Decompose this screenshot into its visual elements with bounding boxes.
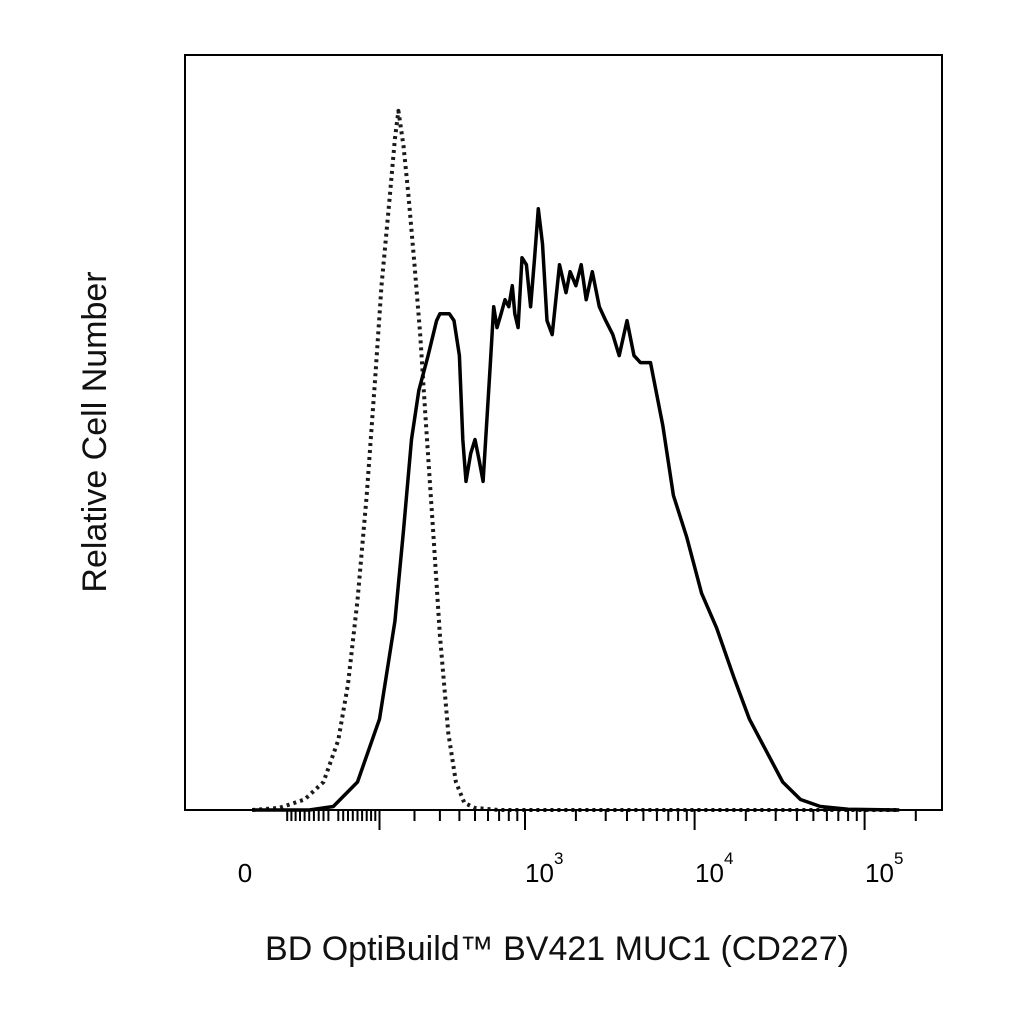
x-tick-label-10000: 10 4 (695, 849, 733, 888)
x-tick-label-1000: 10 3 (525, 849, 563, 888)
svg-text:10: 10 (525, 858, 554, 888)
svg-text:4: 4 (724, 849, 733, 868)
svg-text:3: 3 (554, 849, 563, 868)
x-tick-label-0: 0 (238, 858, 252, 888)
svg-text:10: 10 (695, 858, 724, 888)
svg-text:5: 5 (894, 849, 903, 868)
svg-text:10: 10 (865, 858, 894, 888)
plot-frame (184, 54, 943, 811)
x-axis-ticks (286, 810, 917, 830)
series-line-dotted (252, 108, 900, 812)
x-axis-title: BD OptiBuild™ BV421 MUC1 (CD227) (265, 930, 849, 968)
svg-text:0: 0 (238, 858, 252, 888)
x-tick-label-100000: 10 5 (865, 849, 903, 888)
series-layer (252, 108, 900, 812)
y-axis-title: Relative Cell Number (76, 271, 114, 592)
series-line-solid (252, 207, 900, 812)
